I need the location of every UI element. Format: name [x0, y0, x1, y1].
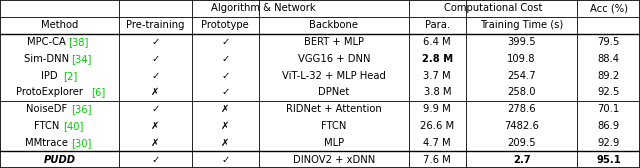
- Text: [38]: [38]: [68, 37, 89, 47]
- Text: Sim-DNN: Sim-DNN: [24, 54, 72, 64]
- Text: NoiseDF: NoiseDF: [26, 104, 70, 114]
- Text: IPD: IPD: [41, 71, 61, 81]
- Text: ✗: ✗: [221, 104, 230, 114]
- Text: Training Time (s): Training Time (s): [480, 20, 563, 30]
- Text: 95.1: 95.1: [596, 155, 621, 165]
- Text: [6]: [6]: [91, 87, 105, 97]
- Text: 7482.6: 7482.6: [504, 121, 539, 131]
- Text: ✗: ✗: [151, 138, 159, 148]
- Text: [30]: [30]: [71, 138, 92, 148]
- Text: NoiseDF [36]: NoiseDF [36]: [27, 104, 92, 114]
- Text: ✓: ✓: [151, 54, 159, 64]
- Text: VGG16 + DNN: VGG16 + DNN: [298, 54, 370, 64]
- Text: ✓: ✓: [151, 37, 159, 47]
- Text: ✓: ✓: [221, 37, 230, 47]
- Text: Method: Method: [41, 20, 78, 30]
- Text: 86.9: 86.9: [598, 121, 620, 131]
- Text: Para.: Para.: [425, 20, 450, 30]
- Text: 209.5: 209.5: [508, 138, 536, 148]
- Text: ✓: ✓: [151, 71, 159, 81]
- Text: Sim-DNN [34]: Sim-DNN [34]: [25, 54, 93, 64]
- Text: ✗: ✗: [151, 87, 159, 97]
- Text: 4.7 M: 4.7 M: [424, 138, 451, 148]
- Text: ✓: ✓: [151, 104, 159, 114]
- Text: FTCN [40]: FTCN [40]: [35, 121, 84, 131]
- Text: 92.5: 92.5: [597, 87, 620, 97]
- Text: RIDNet + Attention: RIDNet + Attention: [286, 104, 381, 114]
- Text: 3.7 M: 3.7 M: [424, 71, 451, 81]
- Text: ✓: ✓: [221, 155, 230, 165]
- Text: 254.7: 254.7: [508, 71, 536, 81]
- Text: ✓: ✓: [151, 155, 159, 165]
- Text: PUDD: PUDD: [44, 155, 76, 165]
- Text: Backbone: Backbone: [309, 20, 358, 30]
- Text: 258.0: 258.0: [508, 87, 536, 97]
- Text: [40]: [40]: [63, 121, 83, 131]
- Text: Pre-training: Pre-training: [126, 20, 184, 30]
- Text: [2]: [2]: [63, 71, 77, 81]
- Text: 89.2: 89.2: [598, 71, 620, 81]
- Text: MLP: MLP: [324, 138, 344, 148]
- Text: 92.9: 92.9: [597, 138, 620, 148]
- Text: 9.9 M: 9.9 M: [424, 104, 451, 114]
- Text: Computational Cost: Computational Cost: [444, 3, 542, 13]
- Text: MMtrace: MMtrace: [26, 138, 72, 148]
- Text: MPC-CA [38]: MPC-CA [38]: [28, 37, 91, 47]
- Text: [34]: [34]: [71, 54, 92, 64]
- Text: 70.1: 70.1: [598, 104, 620, 114]
- Text: 278.6: 278.6: [508, 104, 536, 114]
- Text: ProtoExplorer [6]: ProtoExplorer [6]: [17, 87, 102, 97]
- Text: ✗: ✗: [221, 121, 230, 131]
- Text: FTCN: FTCN: [321, 121, 346, 131]
- Text: ✗: ✗: [221, 138, 230, 148]
- Text: 3.8 M: 3.8 M: [424, 87, 451, 97]
- Text: 26.6 M: 26.6 M: [420, 121, 454, 131]
- Text: ✓: ✓: [221, 54, 230, 64]
- Text: DPNet: DPNet: [318, 87, 349, 97]
- Text: Prototype: Prototype: [202, 20, 249, 30]
- Text: 2.8 M: 2.8 M: [422, 54, 453, 64]
- Text: Algorithm & Network: Algorithm & Network: [211, 3, 316, 13]
- Text: 7.6 M: 7.6 M: [424, 155, 451, 165]
- Text: 88.4: 88.4: [598, 54, 620, 64]
- Text: 2.7: 2.7: [513, 155, 531, 165]
- Text: IPD [2]: IPD [2]: [42, 71, 76, 81]
- Text: ✗: ✗: [151, 121, 159, 131]
- Text: DINOV2 + xDNN: DINOV2 + xDNN: [292, 155, 375, 165]
- Text: MMtrace [30]: MMtrace [30]: [26, 138, 93, 148]
- Text: ✓: ✓: [221, 71, 230, 81]
- Text: Acc (%): Acc (%): [589, 3, 628, 13]
- Text: 79.5: 79.5: [597, 37, 620, 47]
- Text: ✓: ✓: [221, 87, 230, 97]
- Text: ViT-L-32 + MLP Head: ViT-L-32 + MLP Head: [282, 71, 386, 81]
- Text: 6.4 M: 6.4 M: [424, 37, 451, 47]
- Text: BERT + MLP: BERT + MLP: [304, 37, 364, 47]
- Text: ProtoExplorer: ProtoExplorer: [16, 87, 86, 97]
- Text: FTCN: FTCN: [34, 121, 63, 131]
- Text: [36]: [36]: [71, 104, 92, 114]
- Text: 109.8: 109.8: [508, 54, 536, 64]
- Text: MPC-CA: MPC-CA: [28, 37, 69, 47]
- Text: 399.5: 399.5: [508, 37, 536, 47]
